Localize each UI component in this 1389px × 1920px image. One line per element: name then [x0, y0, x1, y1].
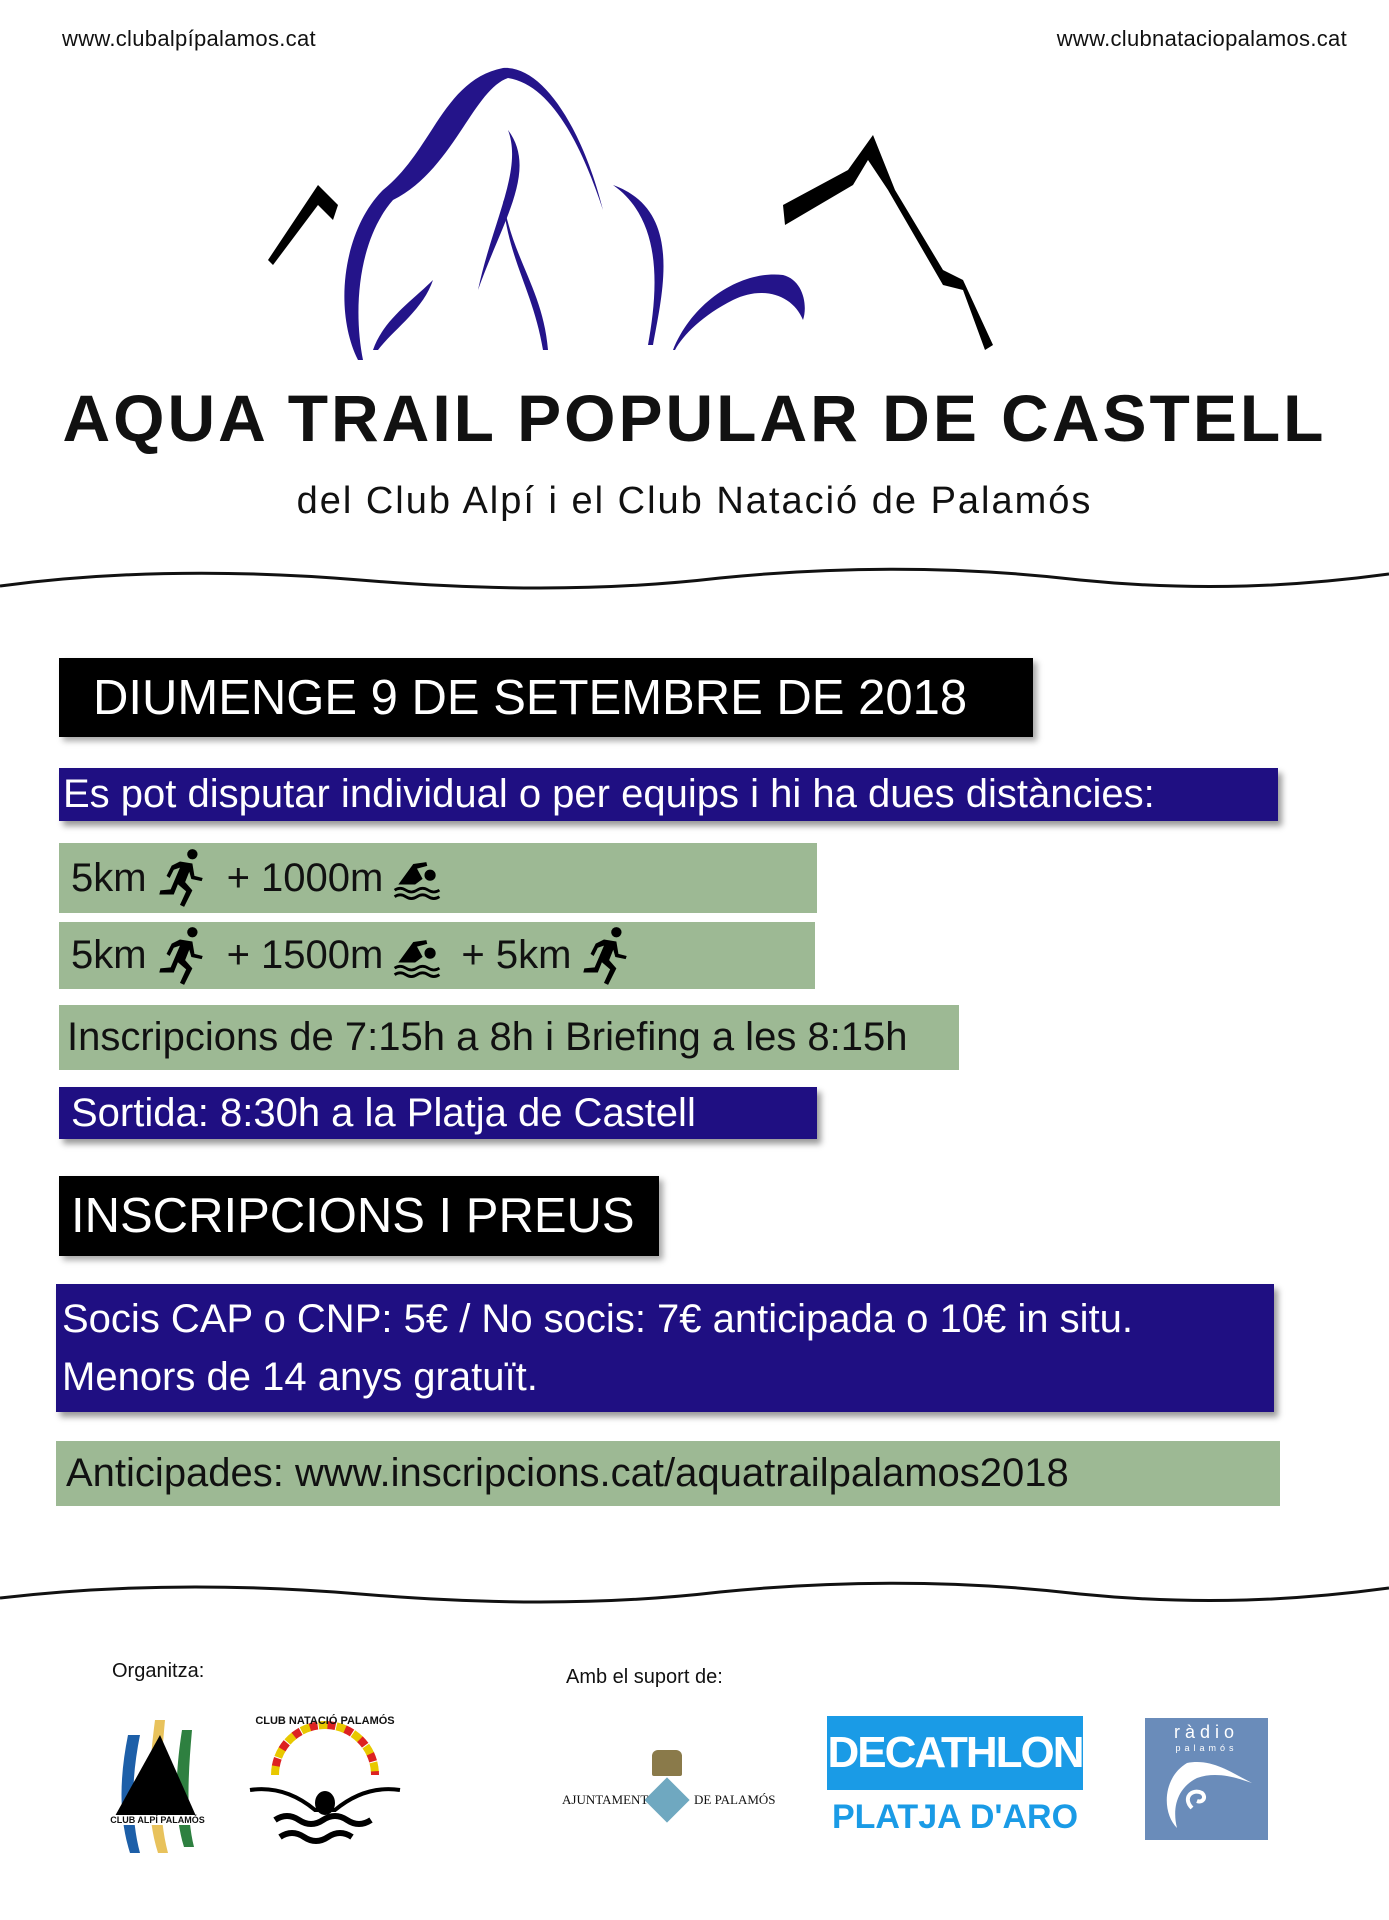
crown-icon: [652, 1750, 682, 1776]
support-label: Amb el suport de:: [566, 1666, 723, 1688]
wave-divider: [0, 1581, 1389, 1604]
distance-run-label: 5km: [71, 933, 147, 977]
radio-wave-icon: [1166, 1762, 1252, 1828]
radio-sub-text: palamós: [1175, 1743, 1238, 1753]
schedule-strip: Inscripcions de 7:15h a 8h i Briefing a …: [59, 1005, 959, 1070]
club-natacio-text: CLUB NATACIÓ PALAMÓS: [255, 1715, 395, 1727]
distance-run-label: 5km: [71, 855, 147, 900]
distance-long: 5km + 1500m + 5km: [59, 922, 815, 989]
organizer-label: Organitza:: [112, 1660, 205, 1682]
decathlon-location: PLATJA D'ARO: [831, 1798, 1079, 1836]
decathlon-logo: DECATHLON PLATJA D'ARO: [827, 1716, 1084, 1856]
prices-line-2: Menors de 14 anys gratuït.: [62, 1355, 538, 1399]
distance-swim-label: + 1000m: [226, 855, 384, 900]
running-icon: [577, 925, 633, 987]
prices-heading: INSCRIPCIONS I PREUS: [59, 1176, 659, 1256]
radio-text: ràdio: [1173, 1722, 1240, 1742]
club-natacio-logo: CLUB NATACIÓ PALAMÓS: [245, 1715, 405, 1855]
palamos-text: DE PALAMÓS: [694, 1792, 776, 1807]
running-icon: [153, 847, 209, 909]
radio-palamos-logo: ràdio palamós: [1145, 1718, 1268, 1840]
date-banner: DIUMENGE 9 DE SETEMBRE DE 2018: [59, 658, 1033, 737]
wave-divider: [0, 567, 1389, 590]
ajuntament-logo: AJUNTAMENT DE PALAMÓS: [562, 1750, 776, 1840]
club-alpi-text: CLUB ALPÍ PALAMÓS: [100, 1815, 215, 1825]
url-club-natacio[interactable]: www.clubnataciopalamos.cat: [1056, 26, 1347, 51]
distance-short: 5km + 1000m: [59, 843, 817, 913]
swimming-icon: [389, 847, 445, 909]
distance-swim-label: + 1500m: [226, 933, 384, 977]
shield-icon: [644, 1777, 690, 1823]
club-alpi-logo: CLUB ALPÍ PALAMÓS: [100, 1715, 215, 1855]
ajuntament-text: AJUNTAMENT: [562, 1792, 649, 1807]
url-club-alpi[interactable]: www.clubalpípalamos.cat: [62, 26, 316, 51]
distance-run2-label: + 5km: [461, 933, 572, 977]
advance-registration[interactable]: Anticipades: www.inscripcions.cat/aquatr…: [56, 1441, 1280, 1506]
page-title: AQUA TRAIL POPULAR DE CASTELL: [62, 381, 1327, 455]
mountain-logo: [268, 67, 993, 361]
start-strip: Sortida: 8:30h a la Platja de Castell: [59, 1087, 817, 1139]
subtitle: del Club Alpí i el Club Natació de Palam…: [296, 480, 1093, 522]
prices-line-1: Socis CAP o CNP: 5€ / No socis: 7€ antic…: [62, 1297, 1133, 1341]
swimming-icon: [389, 925, 445, 987]
intro-strip: Es pot disputar individual o per equips …: [59, 768, 1278, 821]
running-icon: [153, 925, 209, 987]
decathlon-text: DECATHLON: [827, 1716, 1084, 1790]
prices-box: Socis CAP o CNP: 5€ / No socis: 7€ antic…: [56, 1284, 1274, 1412]
